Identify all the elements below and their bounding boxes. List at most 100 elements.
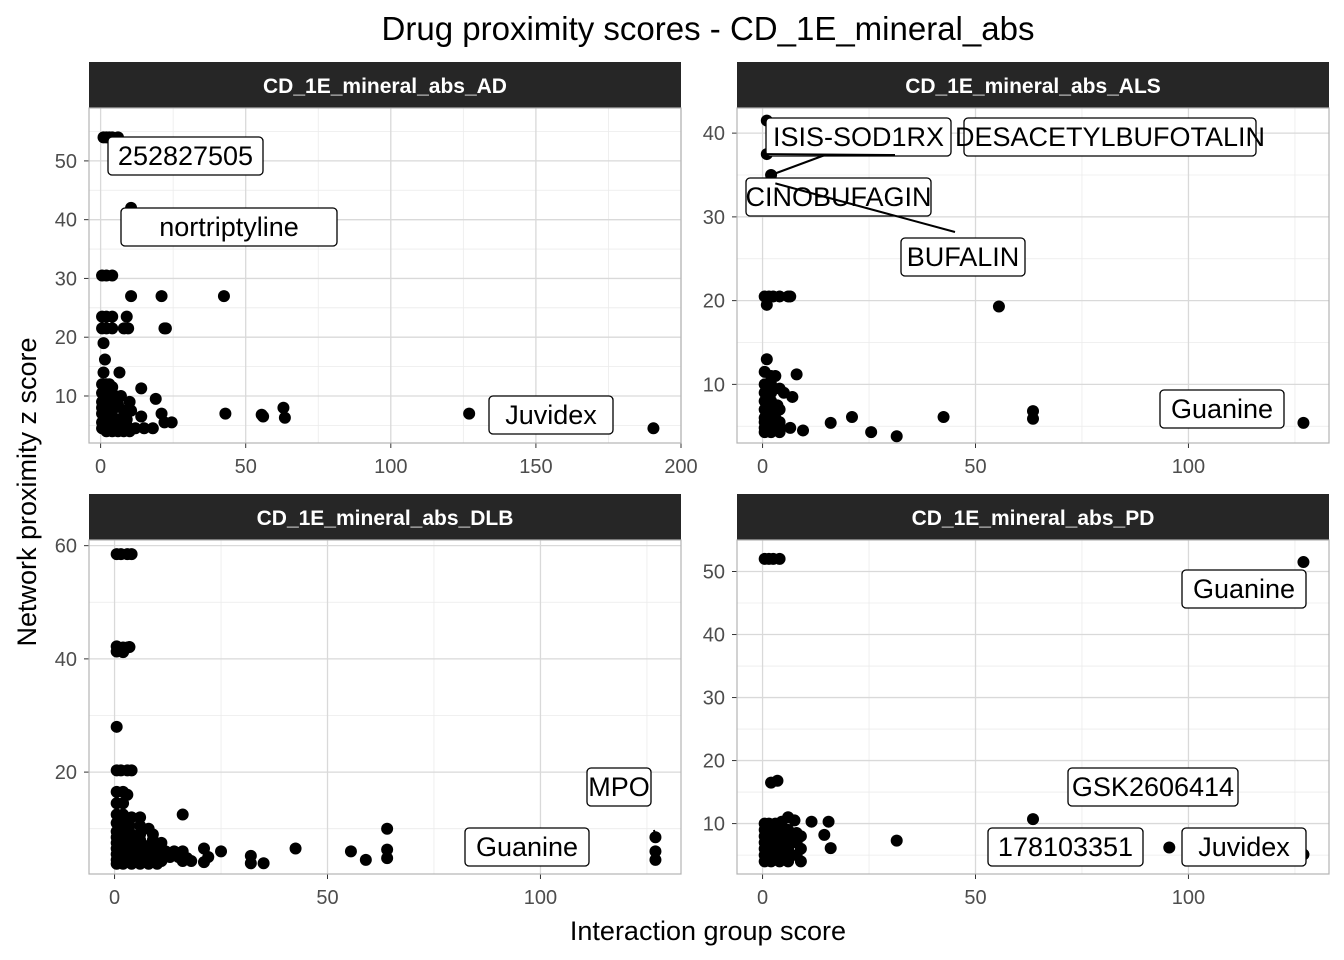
label-leader-line [775, 182, 956, 233]
point-label-box [120, 207, 338, 247]
x-tick-label: 150 [519, 456, 552, 478]
point-label: Guanine [476, 832, 578, 862]
x-tick-label: 100 [1172, 887, 1205, 909]
data-point [381, 852, 394, 865]
x-axis-title: Interaction group score [570, 916, 846, 946]
point-label: Juvidex [505, 400, 597, 430]
data-point [244, 857, 257, 870]
data-point [257, 857, 270, 870]
y-tick-label: 20 [55, 762, 77, 784]
data-point [135, 382, 148, 395]
data-point [782, 855, 795, 868]
y-tick-label: 20 [703, 291, 725, 313]
data-point [125, 764, 138, 777]
data-point [1297, 556, 1310, 569]
label-leader-line [770, 154, 826, 176]
y-tick-label: 30 [55, 268, 77, 290]
y-tick-label: 30 [703, 688, 725, 710]
data-point [992, 300, 1005, 313]
data-point [215, 845, 228, 858]
panel-border [88, 107, 682, 444]
point-label-box [900, 237, 1026, 277]
data-point [165, 416, 178, 429]
data-point [381, 822, 394, 835]
data-point [794, 855, 807, 868]
facet-strip [89, 494, 681, 540]
x-tick-label: 0 [95, 456, 106, 478]
data-point [155, 290, 168, 303]
data-point [818, 828, 831, 841]
data-point [773, 290, 786, 303]
point-label: GSK2606414 [1072, 772, 1234, 802]
data-point [185, 854, 198, 867]
point-label: 252827505 [118, 141, 253, 171]
data-point [289, 842, 302, 855]
data-point [125, 290, 138, 303]
y-tick-label: 40 [703, 625, 725, 647]
y-tick-label: 10 [55, 386, 77, 408]
chart-title: Drug proximity scores - CD_1E_mineral_ab… [382, 10, 1035, 47]
data-point [760, 298, 773, 311]
facet-strip-label: CD_1E_mineral_abs_PD [912, 507, 1155, 530]
data-point [159, 322, 172, 335]
data-point [773, 426, 786, 439]
data-point [1297, 416, 1310, 429]
point-label: CINOBUFAGIN [745, 182, 931, 212]
point-label: ISIS-SOD1RX [773, 122, 944, 152]
point-label-box [987, 827, 1144, 867]
data-point [773, 552, 786, 565]
facet-strip [737, 494, 1329, 540]
x-tick-label: 0 [757, 887, 768, 909]
point-label: Juvidex [1198, 832, 1290, 862]
data-point [890, 430, 903, 443]
data-point [773, 855, 786, 868]
data-point [134, 811, 147, 824]
x-tick-label: 50 [235, 456, 257, 478]
x-tick-label: 100 [1172, 456, 1205, 478]
data-point [1027, 813, 1039, 826]
point-label: nortriptyline [159, 212, 299, 242]
x-tick-label: 50 [316, 887, 338, 909]
point-label: DESACETYLBUFOTALIN [955, 122, 1265, 152]
panel-border [736, 539, 1330, 875]
panel-border [88, 539, 682, 875]
point-label: MPO [588, 772, 650, 802]
data-point [786, 390, 799, 403]
panel-border [736, 107, 1330, 444]
x-tick-label: 100 [524, 887, 557, 909]
data-point [217, 290, 230, 303]
point-label-box [586, 767, 652, 807]
y-tick-label: 50 [703, 562, 725, 584]
point-label-box [488, 395, 614, 435]
x-tick-label: 200 [664, 456, 697, 478]
point-label-box [963, 117, 1257, 157]
data-point [784, 290, 797, 303]
data-point [790, 368, 803, 381]
facet-panel: CD_1E_mineral_abs_ALS 0 50 100 10 20 30 40 ISIS-… [703, 62, 1330, 478]
label-leader-line [653, 846, 657, 852]
data-point [138, 422, 151, 435]
point-label: Guanine [1193, 574, 1295, 604]
data-point [219, 407, 232, 420]
data-point [110, 720, 123, 733]
data-point [359, 853, 372, 866]
data-point [277, 401, 290, 414]
point-label-box [464, 827, 590, 867]
facet-strip [89, 62, 681, 108]
data-point [797, 424, 810, 437]
x-tick-label: 50 [964, 456, 986, 478]
data-point [176, 808, 189, 821]
data-point [134, 857, 147, 870]
y-tick-label: 10 [703, 374, 725, 396]
x-tick-label: 0 [109, 887, 120, 909]
data-point [117, 797, 130, 810]
data-point [344, 845, 357, 858]
panel-background [737, 108, 1329, 443]
point-label-box [765, 117, 952, 157]
y-tick-label: 40 [55, 210, 77, 232]
data-point [122, 322, 135, 335]
data-point [125, 548, 138, 561]
data-point [784, 421, 797, 434]
point-label: 178103351 [998, 832, 1133, 862]
